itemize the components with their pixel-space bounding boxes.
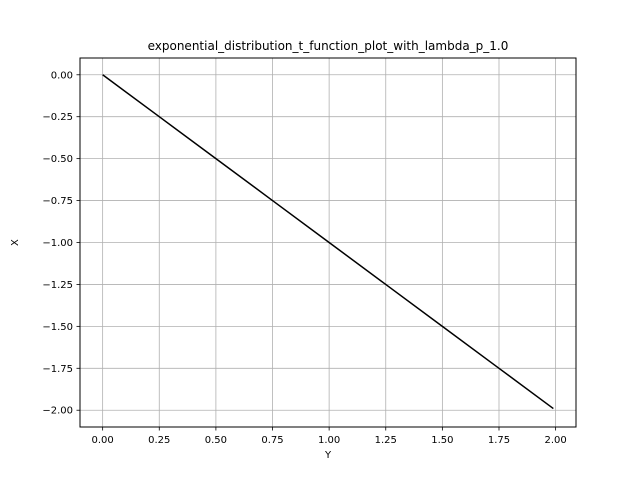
series-layer <box>102 74 554 410</box>
y-tick-label: −0.50 <box>42 154 73 165</box>
x-tick-label: 0.00 <box>92 435 114 446</box>
y-tick-label: −0.25 <box>42 112 73 123</box>
y-tick-label: −1.25 <box>42 280 73 291</box>
x-tick-label: 1.25 <box>375 435 397 446</box>
x-tick-label: 1.00 <box>318 435 340 446</box>
x-tick-label: 0.25 <box>148 435 170 446</box>
y-tick-label: 0.00 <box>51 70 73 81</box>
y-tick-label: −0.75 <box>42 196 73 207</box>
x-tick-label: 0.75 <box>261 435 283 446</box>
y-tick-label: −1.75 <box>42 364 73 375</box>
x-tick-label: 2.00 <box>544 435 566 446</box>
series-line <box>102 74 554 410</box>
chart-title: exponential_distribution_t_function_plot… <box>148 39 509 53</box>
y-axis-label: X <box>10 239 21 246</box>
y-tick-label: −2.00 <box>42 406 73 417</box>
y-tick-label: −1.50 <box>42 322 73 333</box>
x-tick-label: 1.75 <box>488 435 510 446</box>
x-axis-label: Y <box>324 450 332 461</box>
y-tick-label: −1.00 <box>42 238 73 249</box>
x-tick-label: 0.50 <box>205 435 227 446</box>
tick-layer: 0.00 0.25 0.50 0.75 1.00 1.25 1.50 1.75 2.00 0.00… <box>42 70 566 446</box>
x-tick-label: 1.50 <box>431 435 453 446</box>
